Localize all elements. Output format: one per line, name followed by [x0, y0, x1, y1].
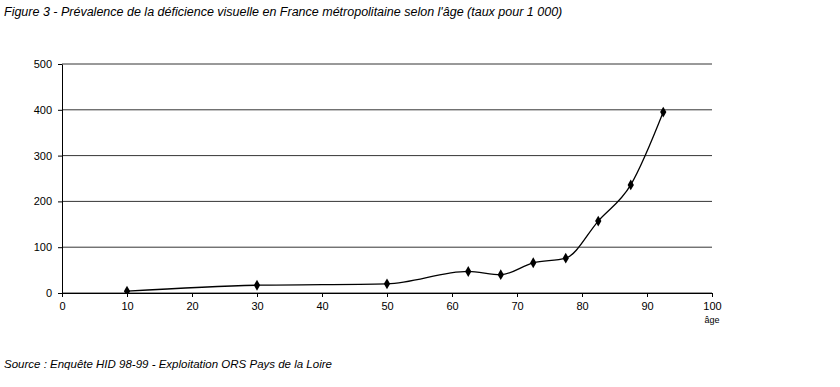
y-tick: 500	[34, 58, 62, 70]
y-tick-mark	[58, 247, 62, 248]
data-point	[465, 266, 471, 277]
x-tick-label: 60	[446, 300, 458, 312]
grid	[62, 64, 712, 293]
y-tick: 0	[46, 287, 62, 299]
title: Figure 3 - Prévalence de la déficience v…	[4, 5, 562, 19]
x-tick: 0	[59, 293, 65, 312]
x-axis: 0 10 20 30 40 50 60 70 80 90 100	[59, 293, 721, 312]
y-tick-label: 100	[34, 241, 52, 253]
plot-area	[124, 107, 667, 293]
data-point	[595, 216, 601, 227]
x-tick-mark	[712, 293, 713, 297]
y-tick: 200	[34, 195, 62, 207]
x-tick: 60	[446, 293, 458, 312]
y-tick-label: 300	[34, 150, 52, 162]
x-tick-mark	[192, 293, 193, 297]
y-tick-mark	[58, 110, 62, 111]
x-tick: 100	[703, 293, 721, 312]
x-tick-label: 10	[121, 300, 133, 312]
y-tick-label: 200	[34, 195, 52, 207]
data-point	[124, 286, 130, 293]
data-point	[660, 107, 666, 118]
x-tick-label: 80	[576, 300, 588, 312]
x-tick-mark	[62, 293, 63, 297]
grid-line	[62, 64, 712, 65]
y-tick-mark	[58, 156, 62, 157]
x-tick-label: 90	[641, 300, 653, 312]
x-tick: 10	[121, 293, 133, 312]
source-note: Source : Enquête HID 98-99 - Exploitatio…	[4, 358, 332, 370]
y-tick-mark	[58, 201, 62, 202]
data-line	[127, 112, 663, 291]
x-tick-mark	[257, 293, 258, 297]
chart: Figure 3 - Prévalence de la déficience v…	[0, 0, 840, 387]
x-tick: 90	[641, 293, 653, 312]
y-tick: 400	[34, 104, 62, 116]
x-tick-mark	[517, 293, 518, 297]
y-tick-label: 0	[46, 287, 52, 299]
grid-line	[62, 155, 712, 156]
x-tick-label: 40	[316, 300, 328, 312]
y-tick-mark	[58, 64, 62, 65]
grid-line	[62, 201, 712, 202]
x-axis-title: âge	[704, 315, 719, 325]
data-point	[628, 179, 634, 190]
x-tick-label: 0	[59, 300, 65, 312]
y-tick-mark	[58, 293, 62, 294]
grid-line	[62, 109, 712, 110]
x-tick: 20	[186, 293, 198, 312]
grid-line	[62, 247, 712, 248]
x-tick-mark	[322, 293, 323, 297]
y-tick-label: 400	[34, 104, 52, 116]
x-tick-mark	[647, 293, 648, 297]
y-tick: 300	[34, 150, 62, 162]
data-point	[384, 278, 390, 289]
x-tick: 50	[381, 293, 393, 312]
y-tick-label: 500	[34, 58, 52, 70]
y-tick: 100	[34, 241, 62, 253]
data-point	[254, 280, 260, 291]
x-tick-label: 30	[251, 300, 263, 312]
x-tick-mark	[582, 293, 583, 297]
x-tick-label: 50	[381, 300, 393, 312]
x-tick: 40	[316, 293, 328, 312]
y-axis-line	[62, 65, 63, 294]
x-tick: 70	[511, 293, 523, 312]
x-tick-label: 100	[703, 300, 721, 312]
x-tick-mark	[127, 293, 128, 297]
x-tick-mark	[387, 293, 388, 297]
x-tick-label: 20	[186, 300, 198, 312]
x-tick-mark	[452, 293, 453, 297]
x-tick: 30	[251, 293, 263, 312]
data-point	[563, 253, 569, 264]
y-axis: 0 100 200 300 400 500	[34, 58, 63, 299]
x-tick-label: 70	[511, 300, 523, 312]
data-point	[530, 257, 536, 268]
x-tick: 80	[576, 293, 588, 312]
data-point	[498, 269, 504, 280]
